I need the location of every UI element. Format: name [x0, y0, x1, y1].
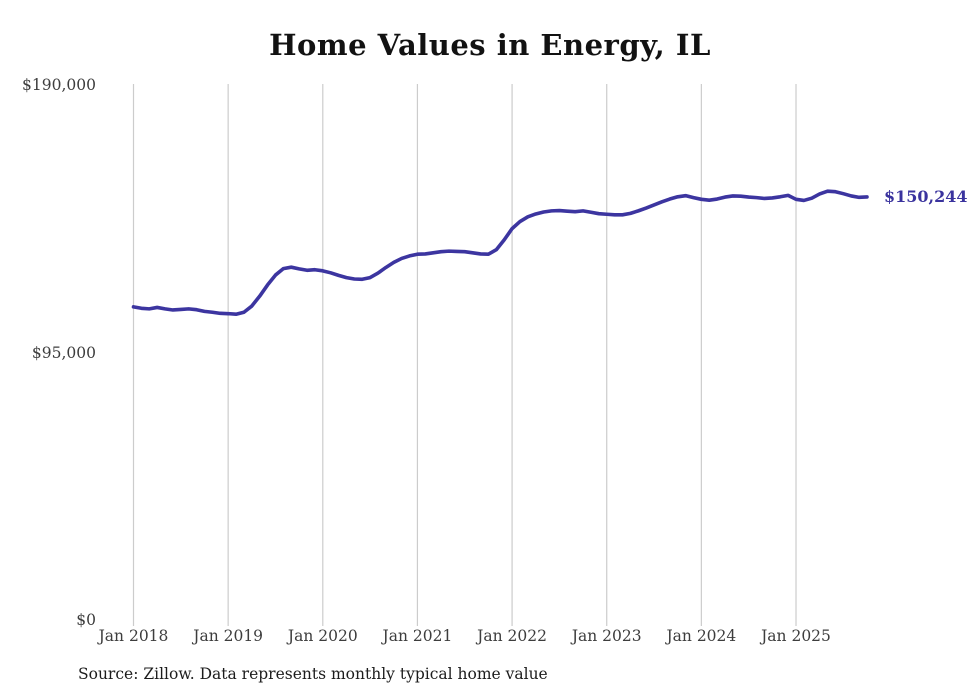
y-tick-label: $190,000: [22, 76, 96, 94]
x-tick-label: Jan 2020: [287, 627, 358, 645]
x-tick-label: Jan 2025: [761, 627, 831, 645]
x-tick-label: Jan 2024: [666, 627, 737, 645]
gridlines: [132, 84, 797, 626]
home-value-line: [131, 189, 869, 317]
x-tick-label: Jan 2021: [382, 627, 453, 645]
y-tick-label: $95,000: [31, 343, 96, 362]
x-tick-label: Jan 2022: [477, 627, 547, 645]
x-tick-label: Jan 2019: [193, 627, 264, 645]
x-tick-label: Jan 2018: [98, 627, 169, 645]
chart-title: Home Values in Energy, IL: [269, 28, 711, 62]
y-tick-label: $0: [76, 611, 96, 629]
end-value-label: $150,244: [884, 186, 968, 206]
source-note: Source: Zillow. Data represents monthly …: [78, 665, 548, 683]
x-tick-label: Jan 2023: [571, 627, 642, 645]
